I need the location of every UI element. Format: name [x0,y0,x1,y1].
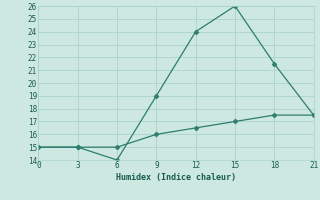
X-axis label: Humidex (Indice chaleur): Humidex (Indice chaleur) [116,173,236,182]
